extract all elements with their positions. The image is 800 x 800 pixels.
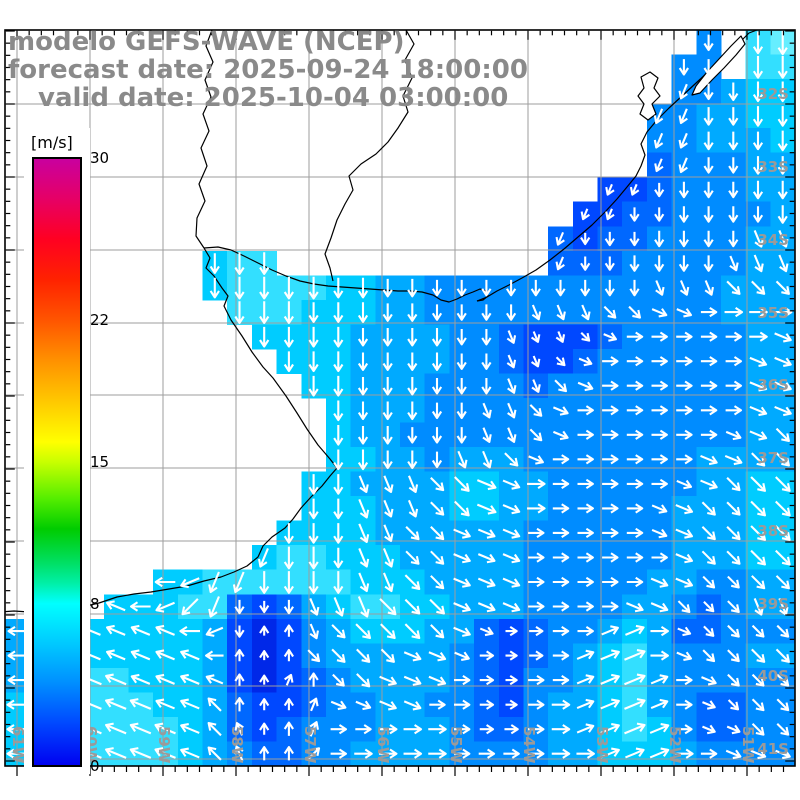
graticule — [5, 30, 795, 766]
colorbar-tick-label: 15 — [90, 453, 109, 471]
svg-text:58W: 58W — [228, 726, 246, 764]
svg-text:36S: 36S — [757, 376, 789, 394]
svg-text:33S: 33S — [757, 158, 789, 176]
svg-text:57W: 57W — [301, 726, 319, 764]
svg-text:51W: 51W — [739, 726, 757, 764]
title-forecast-date: forecast date: 2025-09-24 18:00:00 — [8, 55, 528, 85]
title-valid-date: valid date: 2025-10-04 03:00:00 — [38, 83, 509, 113]
svg-text:38S: 38S — [757, 522, 789, 540]
svg-text:41S: 41S — [757, 740, 789, 758]
svg-text:52W: 52W — [666, 726, 684, 764]
plot-frame — [4, 29, 796, 767]
svg-text:55W: 55W — [447, 726, 465, 764]
svg-text:54W: 54W — [520, 726, 538, 764]
colorbar-tick-label: 22 — [90, 311, 109, 329]
svg-text:61W: 61W — [9, 726, 27, 764]
frame-ticks — [5, 30, 795, 776]
svg-text:53W: 53W — [593, 726, 611, 764]
axis-labels: 61W 60W 59W 58W 57W 56W 55W 54W 53W 52W 51W32S33S3… — [9, 85, 789, 764]
coastlines — [5, 30, 758, 613]
colorbar: [m/s] 30 22 15 8 0 — [24, 128, 109, 775]
svg-text:40S: 40S — [757, 667, 789, 685]
svg-text:32S: 32S — [757, 85, 789, 103]
colorbar-gradient — [32, 157, 82, 767]
colorbar-unit-label: [m/s] — [31, 133, 73, 152]
colorbar-tick-label: 8 — [90, 595, 100, 613]
title-model-name: modelo GEFS-WAVE (NCEP) — [8, 27, 405, 57]
svg-text:34S: 34S — [757, 231, 789, 249]
svg-text:59W: 59W — [155, 726, 173, 764]
svg-text:56W: 56W — [374, 726, 392, 764]
svg-text:35S: 35S — [757, 304, 789, 322]
speed-cells — [5, 30, 795, 766]
svg-text:37S: 37S — [757, 449, 789, 467]
svg-text:39S: 39S — [757, 595, 789, 613]
colorbar-tick-label: 30 — [90, 149, 109, 167]
colorbar-tick-label: 0 — [90, 757, 100, 775]
